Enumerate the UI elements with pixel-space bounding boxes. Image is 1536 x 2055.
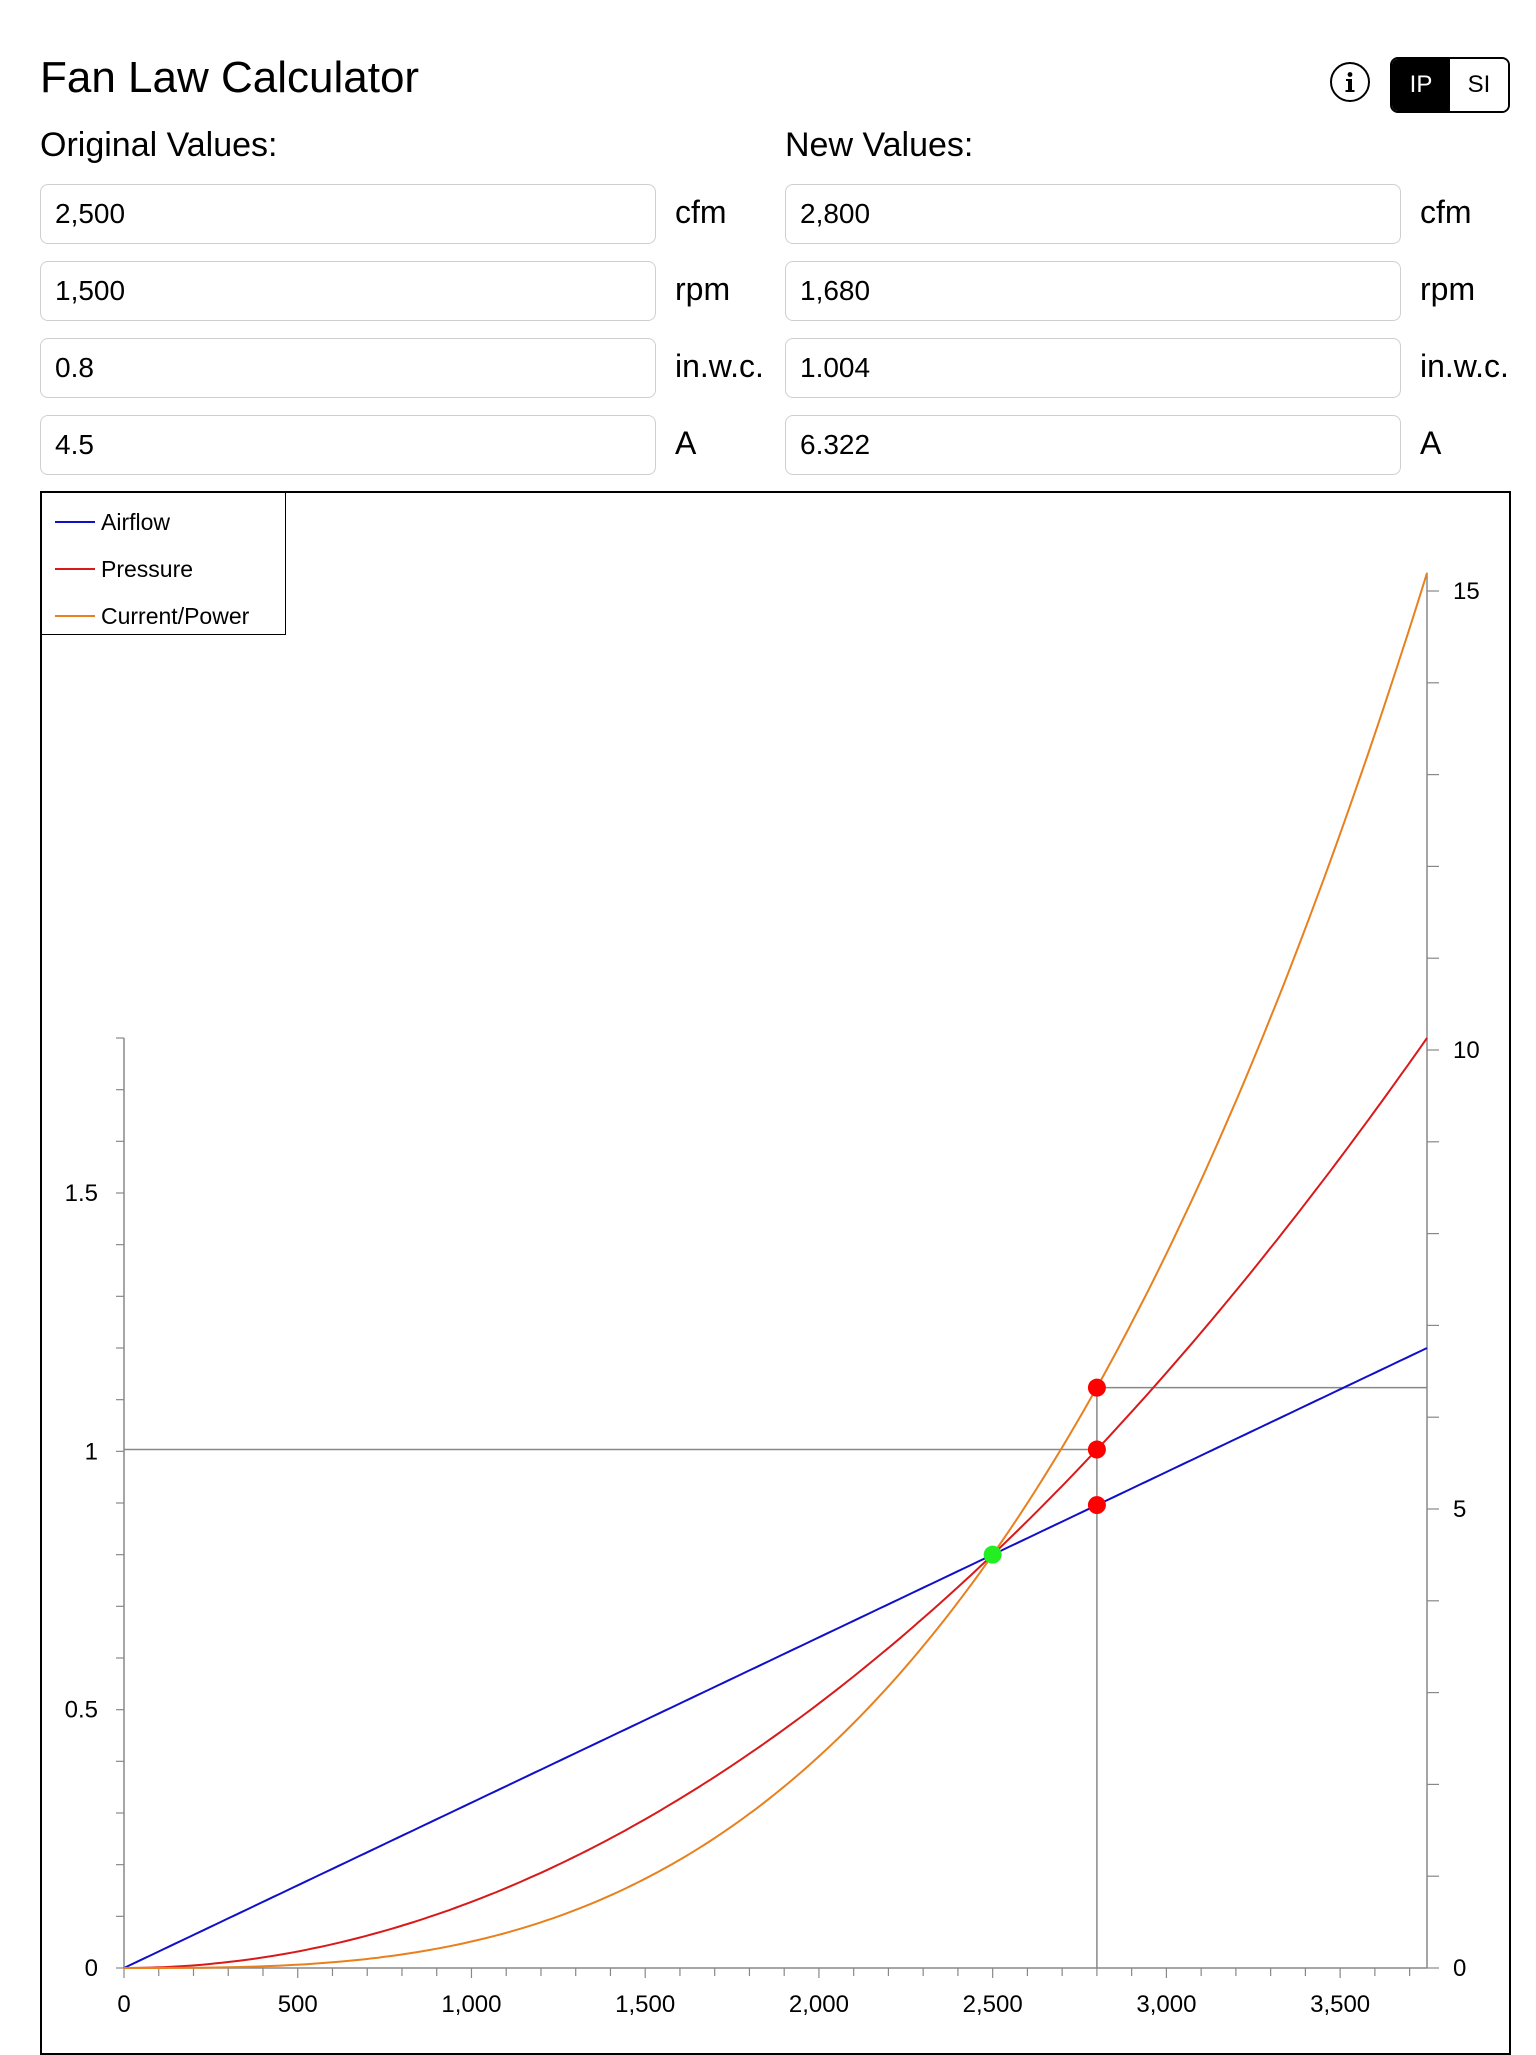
new-airflow-input[interactable]: [785, 184, 1401, 244]
original-point: [983, 1545, 1002, 1564]
legend-item-airflow: Airflow: [55, 507, 170, 537]
y-left-tick-label: 0.5: [65, 1697, 98, 1724]
x-tick-label: 0: [117, 1991, 130, 2018]
series-line-airflow: [123, 1347, 1428, 1969]
legend-label-airflow: Airflow: [101, 508, 171, 535]
x-tick-label: 500: [278, 1991, 318, 2018]
original-pressure-input[interactable]: [40, 338, 656, 398]
new-point: [1087, 1440, 1106, 1459]
new-pressure-unit: in.w.c.: [1420, 348, 1509, 384]
units-ip-button[interactable]: IP: [1392, 59, 1450, 111]
original-airflow-unit: cfm: [675, 194, 727, 230]
units-si-button[interactable]: SI: [1450, 59, 1508, 111]
new-speed-input[interactable]: [785, 261, 1401, 321]
original-speed-unit: rpm: [675, 271, 731, 307]
new-speed-unit: rpm: [1420, 271, 1476, 307]
y-right-tick-label: 5: [1453, 1496, 1466, 1523]
x-tick-label: 2,500: [963, 1991, 1023, 2018]
new-airflow-unit: cfm: [1420, 194, 1472, 230]
info-circle-icon: [1345, 72, 1355, 92]
legend-swatch-current-power: [55, 615, 95, 617]
chart-legend: Airflow Pressure Current/Power: [42, 493, 286, 635]
new-pressure-input[interactable]: [785, 338, 1401, 398]
series-line-pressure: [124, 1037, 1428, 1969]
new-values-label: New Values:: [785, 126, 974, 164]
series-line-current-power: [124, 572, 1428, 1969]
x-tick-label: 2,000: [789, 1991, 849, 2018]
info-icon[interactable]: [1330, 62, 1370, 102]
legend-label-pressure: Pressure: [101, 555, 194, 582]
original-values-label: Original Values:: [40, 126, 278, 164]
x-tick-label: 3,500: [1310, 1991, 1370, 2018]
fan-law-chart: 0 500 1,000 1,500 2,000 2,500 3,000 3,500 0 0.5 1 1…: [40, 491, 1511, 2055]
x-tick-label: 3,000: [1136, 1991, 1196, 2018]
legend-swatch-pressure: [55, 568, 95, 570]
x-tick-label: 1,500: [615, 1991, 675, 2018]
original-airflow-input[interactable]: [40, 184, 656, 244]
legend-item-pressure: Pressure: [55, 554, 193, 584]
y-left-tick-label: 1.5: [65, 1180, 98, 1207]
original-speed-input[interactable]: [40, 261, 656, 321]
x-tick-label: 1,000: [441, 1991, 501, 2018]
original-pressure-unit: in.w.c.: [675, 348, 764, 384]
original-current-unit: A: [675, 425, 697, 461]
y-right-tick-label: 15: [1453, 578, 1480, 605]
y-right-tick-label: 0: [1453, 1955, 1466, 1982]
new-current-input[interactable]: [785, 415, 1401, 475]
units-toggle[interactable]: IP SI: [1390, 57, 1510, 113]
original-current-input[interactable]: [40, 415, 656, 475]
legend-swatch-airflow: [55, 521, 95, 523]
legend-label-current-power: Current/Power: [101, 602, 250, 629]
legend-item-current-power: Current/Power: [55, 601, 249, 631]
new-current-unit: A: [1420, 425, 1442, 461]
new-point: [1087, 1378, 1106, 1397]
y-right-tick-label: 10: [1453, 1037, 1480, 1064]
new-point: [1087, 1496, 1106, 1515]
chart-plot: 0 500 1,000 1,500 2,000 2,500 3,000 3,500 0 0.5 1 1…: [65, 572, 1480, 2018]
y-left-tick-label: 0: [85, 1955, 98, 1982]
y-left-tick-label: 1: [85, 1438, 98, 1465]
page-title: Fan Law Calculator: [40, 53, 420, 102]
